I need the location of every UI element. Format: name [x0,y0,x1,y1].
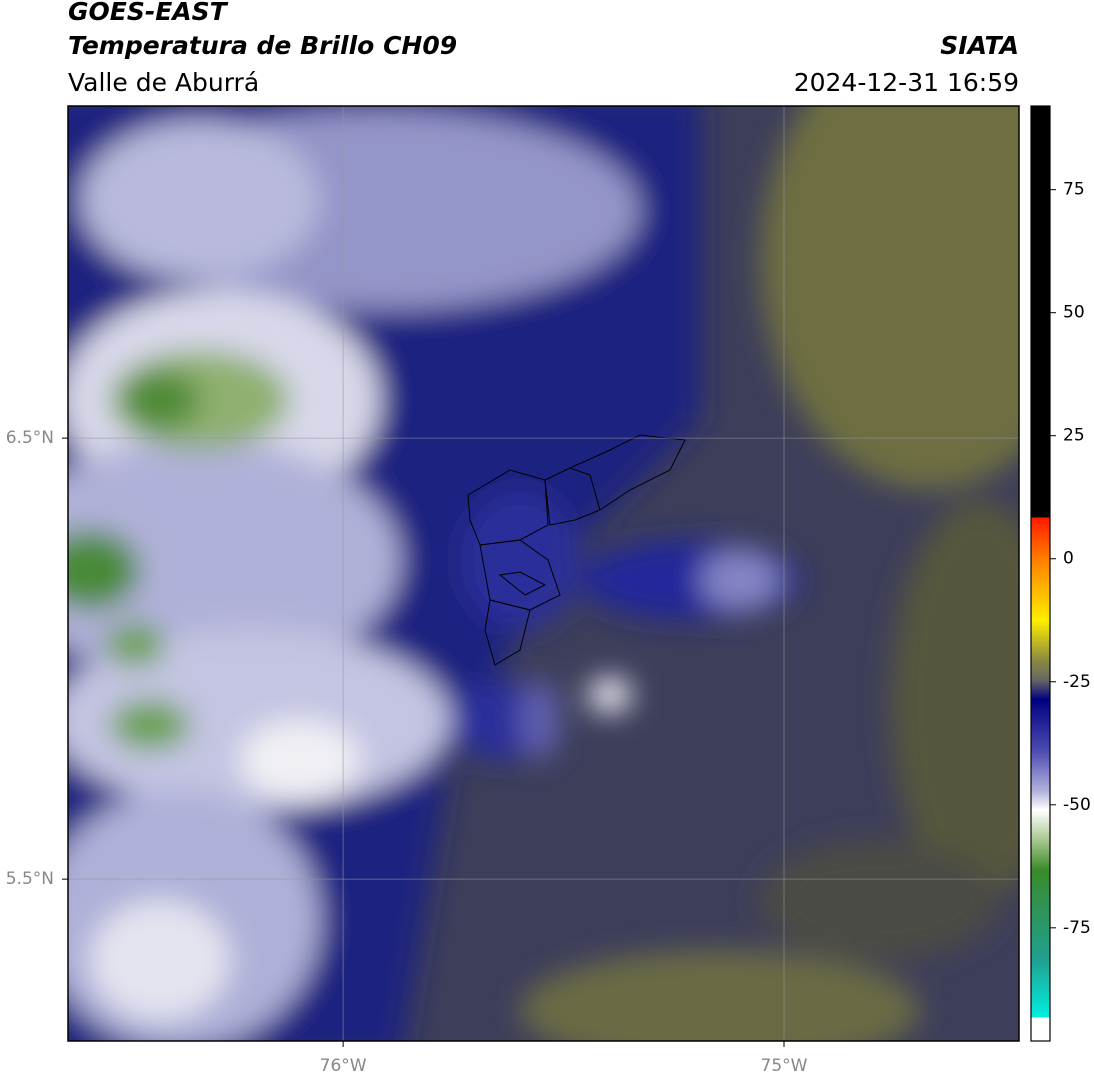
lon-label: 75°W [761,1056,808,1076]
colorbar [1030,105,1051,1042]
lon-label: 76°W [320,1056,367,1076]
lat-label: 5.5°N [6,869,54,889]
graticule [68,106,1019,1041]
colorbar-label: 25 [1063,426,1085,446]
subtitle: Temperatura de Brillo CH09 [68,31,457,60]
colorbar-label: 0 [1063,549,1074,569]
colorbar-label: -75 [1063,918,1091,938]
map-frame [67,105,1020,1042]
colorbar-label: 50 [1063,303,1085,323]
region: Valle de Aburrá [68,68,259,97]
map-field [68,106,1019,1041]
title: GOES-EAST [68,0,229,26]
lat-label: 6.5°N [6,428,54,448]
datetime: 2024-12-31 16:59 [794,68,1019,97]
colorbar-label: -25 [1063,672,1091,692]
source: SIATA [940,31,1019,60]
colorbar-label: -50 [1063,795,1091,815]
colorbar-label: 75 [1063,180,1085,200]
